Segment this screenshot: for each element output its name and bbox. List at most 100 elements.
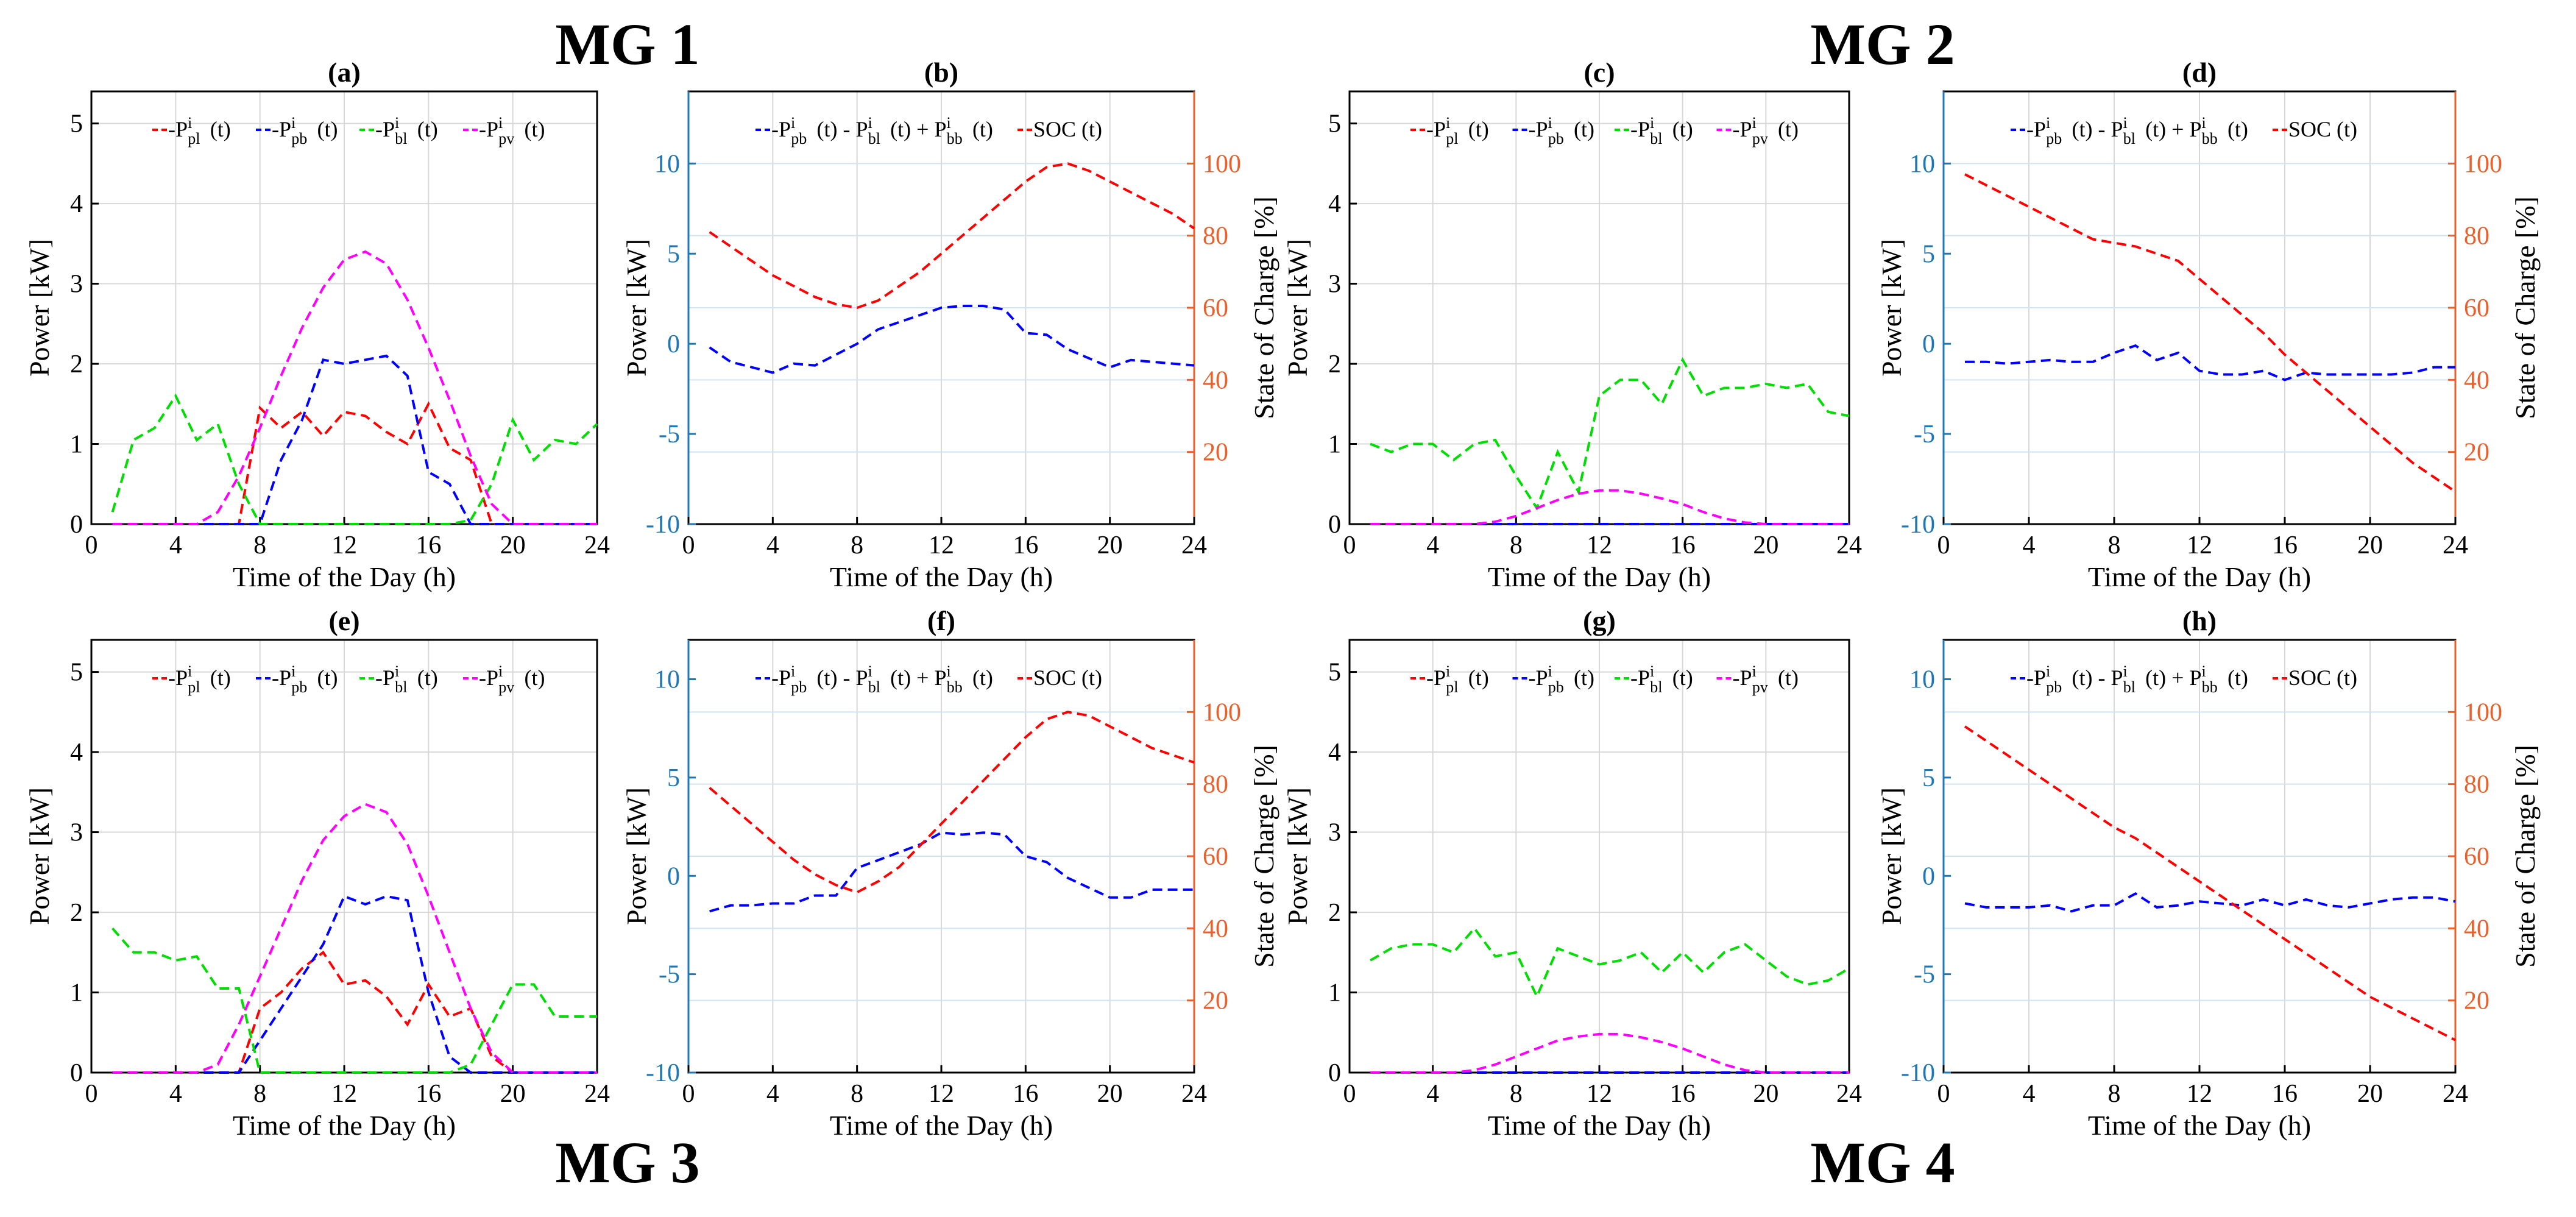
x-tick-label: 4 — [169, 531, 182, 559]
x-axis-label: Time of the Day (h) — [830, 561, 1053, 592]
x-axis-label: Time of the Day (h) — [1488, 561, 1711, 592]
legend-label-0: -Pi pb (t) - Pi bl (t) + Pi bb (t) — [771, 662, 993, 696]
y-axis-label: Power [kW] — [1876, 239, 1907, 377]
x-tick-label: 4 — [2023, 1080, 2036, 1108]
x-tick-label: 0 — [1937, 1080, 1950, 1108]
y-tick-label: 0 — [1328, 511, 1341, 539]
y-right-axis-label: State of Charge [%] — [2510, 196, 2541, 419]
x-tick-label: 16 — [416, 531, 441, 559]
legend-label-1: SOC (t) — [1033, 117, 1102, 141]
y-right-tick-label: 80 — [1203, 222, 1228, 250]
y-tick-label: 5 — [667, 240, 680, 268]
series-line-1 — [1964, 173, 2457, 493]
x-tick-label: 16 — [1670, 1080, 1696, 1108]
y-tick-label: 2 — [70, 899, 83, 927]
legend-label-1: -Pi pb (t) — [272, 114, 338, 147]
x-tick-label: 20 — [1097, 1080, 1123, 1108]
y-tick-label: -10 — [646, 511, 680, 539]
x-tick-label: 4 — [766, 531, 779, 559]
panel-f: 0 4 8 12 16 20 24 -10 -5 0 5 10 20 40 60 80 100 (f) Time o… — [621, 605, 1279, 1141]
y-tick-label: -10 — [1901, 1059, 1935, 1087]
legend: -Pi pb (t) - Pi bl (t) + Pi bb (t) SOC (t) — [2011, 114, 2357, 147]
x-tick-label: 12 — [2187, 531, 2212, 559]
x-tick-label: 0 — [682, 531, 695, 559]
y-right-axis-label: State of Charge [%] — [1248, 196, 1279, 419]
y-tick-label: 1 — [1328, 979, 1341, 1007]
y-tick-label: 0 — [667, 862, 680, 890]
y-tick-label: 5 — [1328, 659, 1341, 687]
legend: -Pi pl (t) -Pi pb (t) -Pi bl (t) -Pi pv (t) — [1410, 114, 1799, 147]
legend-label-1: SOC (t) — [1033, 665, 1102, 690]
y-tick-label: -10 — [1901, 511, 1935, 539]
y-right-tick-label: 60 — [2464, 294, 2489, 322]
x-tick-label: 8 — [253, 1080, 266, 1108]
y-axis-label: Power [kW] — [621, 787, 652, 925]
x-tick-label: 8 — [851, 531, 863, 559]
legend-label-3: -Pi pv (t) — [479, 662, 545, 696]
y-tick-label: 0 — [70, 511, 83, 539]
y-right-tick-label: 60 — [1203, 294, 1228, 322]
legend: -Pi pl (t) -Pi pb (t) -Pi bl (t) -Pi pv (t) — [152, 662, 545, 696]
x-tick-label: 0 — [1937, 531, 1950, 559]
series-line-3 — [1370, 489, 1849, 525]
y-right-tick-label: 100 — [1203, 150, 1241, 178]
panel-title: (d) — [2182, 57, 2217, 88]
y-tick-label: 2 — [1328, 350, 1341, 378]
x-tick-label: 24 — [584, 531, 610, 559]
y-tick-label: 10 — [1909, 666, 1935, 694]
x-tick-label: 8 — [2108, 531, 2121, 559]
x-tick-label: 20 — [1097, 531, 1123, 559]
x-tick-label: 20 — [500, 531, 526, 559]
x-tick-label: 0 — [85, 1080, 98, 1108]
legend-label-0: -Pi pl (t) — [1426, 662, 1489, 696]
y-tick-label: 1 — [70, 979, 83, 1007]
y-right-tick-label: 40 — [1203, 915, 1228, 943]
series-line-3 — [112, 250, 597, 525]
mg3-title: MG 3 — [555, 1130, 699, 1195]
y-axis-label: Power [kW] — [24, 239, 55, 377]
panel-title: (a) — [328, 57, 361, 88]
y-tick-label: 2 — [70, 350, 83, 378]
legend-label-0: -Pi pb (t) - Pi bl (t) + Pi bb (t) — [771, 114, 993, 147]
x-axis-label: Time of the Day (h) — [233, 1110, 456, 1141]
y-tick-label: -5 — [659, 961, 680, 989]
x-tick-label: 24 — [1181, 531, 1207, 559]
y-tick-label: 3 — [70, 819, 83, 847]
series-line-0 — [709, 831, 1194, 913]
panel-title: (g) — [1583, 605, 1616, 636]
x-tick-label: 20 — [1753, 1080, 1778, 1108]
panel-h: 0 4 8 12 16 20 24 -10 -5 0 5 10 20 40 60 80 100 (h) Time o… — [1876, 605, 2541, 1141]
series-line-2 — [111, 928, 597, 1074]
legend-label-1: SOC (t) — [2288, 117, 2357, 141]
legend: -Pi pl (t) -Pi pb (t) -Pi bl (t) -Pi pv (t) — [152, 114, 545, 147]
legend-label-0: -Pi pl (t) — [168, 662, 231, 696]
series-line-1 — [709, 711, 1195, 894]
y-axis-label: Power [kW] — [1876, 787, 1907, 925]
mg1-title: MG 1 — [555, 12, 699, 77]
x-tick-label: 8 — [1510, 1080, 1523, 1108]
x-tick-label: 20 — [2357, 531, 2383, 559]
y-right-tick-label: 20 — [2464, 987, 2489, 1015]
y-right-tick-label: 80 — [2464, 222, 2489, 250]
series-line-3 — [112, 803, 597, 1074]
legend-label-3: -Pi pv (t) — [479, 114, 545, 147]
y-tick-label: 10 — [1909, 150, 1935, 178]
y-tick-label: 5 — [1922, 240, 1935, 268]
legend-label-2: -Pi bl (t) — [1630, 662, 1693, 696]
x-tick-label: 24 — [2443, 531, 2468, 559]
y-tick-label: 3 — [70, 271, 83, 299]
series-line-0 — [112, 950, 597, 1074]
x-tick-label: 12 — [1587, 531, 1612, 559]
x-tick-label: 0 — [1343, 1080, 1356, 1108]
series-line-1 — [1964, 725, 2456, 1041]
y-tick-label: -10 — [646, 1059, 680, 1087]
y-tick-label: -5 — [1914, 420, 1935, 449]
y-tick-label: 10 — [654, 666, 680, 694]
y-right-axis-label: State of Charge [%] — [2510, 745, 2541, 968]
y-axis-label: Power [kW] — [621, 239, 652, 377]
series-line-1 — [709, 162, 1195, 310]
